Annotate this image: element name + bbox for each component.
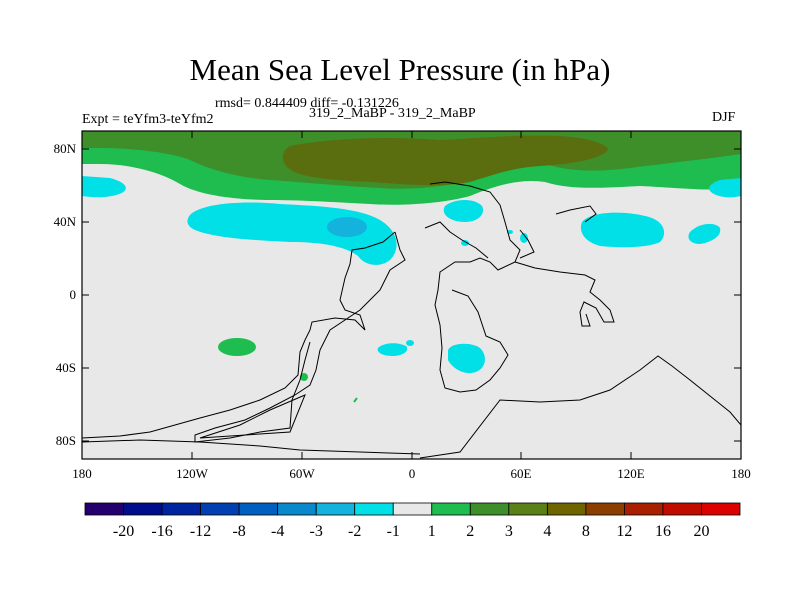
coast-asia-3 [555,205,597,223]
lat-label-40n: 40N [54,214,77,229]
colorbar-swatch-14 [624,502,664,516]
coast-americas-south [194,231,406,443]
colorbar-label-7: -1 [387,523,400,540]
coastlines [82,181,741,459]
lon-label-0: 0 [409,466,416,481]
lat-labels: 80N 40N 0 40S 80S [54,141,77,448]
colorbar-label-14: 16 [655,523,671,540]
coast-mediterranean [424,221,489,259]
coast-antarctica-west [82,439,421,455]
colorbar-swatch-13 [585,502,625,516]
small-low-2 [461,240,469,246]
olive-core [282,135,608,186]
chart-title: Mean Sea Level Pressure (in hPa) [189,52,611,87]
pacific-low-core [327,217,367,237]
colorbar-labels: -20 -16 -12 -8 -4 -3 -2 -1 1 2 3 4 8 12 16 20 [113,523,710,540]
colorbar-swatch-3 [200,502,240,516]
west-pacific-low [688,223,721,244]
colorbar-label-11: 4 [543,523,551,540]
colorbar-swatch-11 [508,502,548,516]
europe-low [443,200,484,222]
colorbar-label-2: -12 [190,523,211,540]
lon-label-120w: 120W [176,466,209,481]
south-pacific-high [218,338,256,356]
lon-ticks [81,131,742,459]
colorbar-label-8: 1 [428,523,436,540]
lat-label-0: 0 [70,287,77,302]
colorbar-swatch-15 [662,502,702,516]
colorbar-swatch-2 [161,502,201,516]
lat-label-40s: 40S [56,360,76,375]
colorbar-label-3: -8 [232,523,245,540]
colorbar-label-10: 3 [505,523,513,540]
runs-label: 319_2_MaBP - 319_2_MaBP [309,106,476,121]
colorbar-swatch-1 [123,502,163,516]
colorbar-label-9: 2 [466,523,474,540]
colorbar-swatch-0 [84,502,124,516]
east-edge-low [709,178,741,198]
colorbar [84,502,741,516]
lon-label-180e: 180 [731,466,751,481]
lon-label-60w: 60W [289,466,315,481]
west-edge-low [82,176,126,198]
small-low-1 [520,233,528,243]
coast-patagonia [199,394,306,439]
colorbar-label-13: 12 [616,523,632,540]
coast-asia [514,261,615,327]
colorbar-swatch-9 [431,502,471,516]
small-high-1 [300,373,308,381]
colorbar-swatch-16 [701,502,741,516]
colorbar-label-0: -20 [113,523,134,540]
colorbar-swatch-4 [238,502,279,516]
lat-label-80s: 80S [56,433,76,448]
small-low-4 [406,340,414,346]
coast-antarctica-east [419,355,741,459]
expt-label: Expt = teYfm3-teYfm2 [82,112,214,127]
asia-low [580,212,665,248]
south-atlantic-low [377,343,408,356]
colorbar-swatch-12 [546,502,587,516]
small-high-2 [353,397,358,403]
lon-labels: 180 120W 60W 0 60E 120E 180 [72,466,751,481]
season-label: DJF [712,110,736,125]
colorbar-label-12: 8 [582,523,590,540]
colorbar-label-6: -2 [348,523,361,540]
stats-label: rmsd= 0.844409 diff= -0.131226 [215,96,399,111]
lat-label-80n: 80N [54,141,77,156]
lon-label-120e: 120E [617,466,645,481]
coast-africa [429,181,521,393]
lon-label-180w: 180 [72,466,92,481]
colorbar-label-1: -16 [151,523,172,540]
colorbar-swatch-8 [392,502,433,516]
pressure-field [82,131,741,403]
coast-asia-2 [519,229,535,259]
colorbar-label-5: -3 [310,523,323,540]
colorbar-swatch-10 [469,502,510,516]
lat-ticks [82,148,741,442]
colorbar-swatch-7 [354,502,394,516]
south-africa-low [448,343,485,374]
colorbar-swatch-6 [315,502,356,516]
coast-americas-west [82,231,396,439]
lon-label-60e: 60E [511,466,532,481]
colorbar-label-15: 20 [693,523,709,540]
colorbar-label-4: -4 [271,523,284,540]
colorbar-swatch-5 [277,502,317,516]
